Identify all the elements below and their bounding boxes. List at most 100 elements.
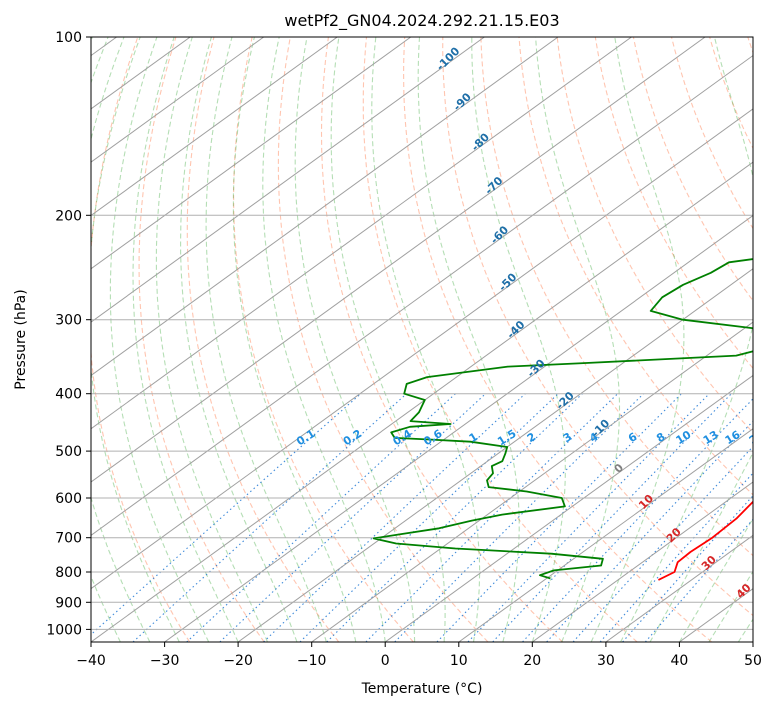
dry-adiabat-line (747, 37, 753, 54)
moist-adiabat-line (91, 37, 94, 642)
dry-adiabat-line (518, 37, 753, 496)
dry-adiabat-line (442, 37, 753, 617)
y-tick-label: 300 (55, 313, 82, 329)
isotherm-line (311, 321, 753, 642)
dry-adiabat-line (594, 37, 753, 370)
mixing-ratio-line (492, 393, 732, 642)
x-tick-label: −40 (76, 653, 106, 669)
y-tick-label: 200 (55, 208, 82, 224)
isobar-gridlines (91, 37, 753, 630)
dry-adiabat-line (91, 37, 191, 642)
moist-adiabat-line (417, 37, 520, 642)
moist-adiabat-line (262, 37, 386, 642)
x-tick-label: 40 (670, 653, 688, 669)
isotherm-line (91, 37, 338, 217)
moist-adiabat-line (294, 37, 416, 642)
moist-adiabat-line (678, 517, 753, 642)
mixing-ratio-line (91, 393, 362, 636)
moist-adiabat-line (471, 37, 566, 642)
x-tick-label: 20 (523, 653, 541, 669)
mixing-ratio-label: 0.1 (294, 427, 317, 448)
moist-adiabat-line (205, 37, 327, 642)
mixing-ratio-line (186, 393, 456, 642)
y-tick-label: 500 (55, 444, 82, 460)
isotherm-line (91, 37, 706, 483)
mixing-ratio-line (436, 393, 682, 642)
y-tick-label: 100 (55, 30, 82, 46)
mixing-ratio-label: 3 (561, 430, 574, 445)
mixing-ratio-label: 16 (723, 428, 743, 447)
skewed-isotherms (91, 37, 753, 642)
dry-adiabat-label: -60 (488, 223, 511, 246)
mixing-ratio-label: 0.2 (341, 427, 364, 448)
mixing-ratio-label: 0.4 (391, 427, 415, 449)
moist-adiabat-line (620, 37, 753, 642)
mixing-ratio-label: 20 (747, 428, 767, 447)
y-tick-label: 700 (55, 531, 82, 547)
dry-adiabat-label: -100 (434, 44, 463, 73)
dry-adiabat-label: -90 (451, 90, 474, 113)
dry-adiabat-line (186, 37, 340, 642)
moist-adiabat-line (649, 451, 753, 642)
plot-frame (90, 36, 754, 643)
dry-adiabat-line (480, 37, 753, 557)
mixing-ratio-line (522, 398, 753, 642)
mixing-ratio-line (263, 393, 526, 642)
moist-adiabat-line (155, 37, 269, 642)
isotherm-line (91, 161, 753, 642)
chart-title: wetPf2_GN04.2024.292.21.15.E03 (284, 11, 559, 31)
moist-adiabat-line (737, 618, 753, 642)
dry-adiabat-line (277, 37, 489, 642)
moist-adiabat-line (590, 37, 685, 642)
isotherm-line (91, 37, 264, 163)
moist-adiabat-label: 10 (636, 492, 656, 512)
dry-adiabat-line (138, 37, 265, 642)
moist-adiabat-line (535, 37, 621, 642)
moist-adiabat-line (371, 37, 481, 642)
mixing-ratio-line (644, 518, 753, 642)
moist-adiabat-line (91, 37, 180, 642)
temperature-profile-line (658, 500, 753, 581)
isotherm-line (752, 641, 753, 642)
dry-adiabat-label: -80 (469, 130, 492, 153)
mixing-ratio-label: 0.6 (421, 427, 445, 449)
isotherm-line (237, 268, 753, 642)
x-axis: −40 −30 −20 −10 0 10 20 30 40 50 (76, 642, 762, 669)
moist-adiabat-label: 20 (664, 525, 684, 545)
dry-adiabat-line (233, 37, 414, 642)
sounding-series (372, 258, 753, 581)
dry-adiabat-label: -20 (554, 389, 577, 412)
isotherm-line (164, 214, 753, 642)
isotherm-line (458, 428, 753, 642)
dry-adiabat-line (670, 37, 753, 230)
x-tick-label: 50 (744, 653, 762, 669)
x-axis-label: Temperature (°C) (361, 681, 483, 697)
isotherm-line (91, 108, 753, 590)
mixing-ratio-label: 6 (626, 430, 640, 445)
moist-adiabats (91, 37, 753, 642)
x-tick-label: 30 (597, 653, 615, 669)
x-tick-label: 0 (381, 653, 390, 669)
y-axis-label: Pressure (hPa) (13, 289, 29, 389)
dewpoint-profile-line (372, 258, 753, 580)
dry-adiabat-line (403, 37, 713, 642)
mixing-ratio-line (219, 393, 486, 642)
plot-area: 0.10.20.40.611.52346810131620253036-100-… (91, 37, 775, 642)
isotherm-line (91, 54, 753, 536)
x-tick-label: 10 (450, 653, 468, 669)
moist-adiabat-label: 30 (699, 553, 719, 573)
moist-adiabat-line (132, 37, 239, 642)
isotherm-line (384, 374, 753, 642)
dry-adiabat-line (320, 37, 563, 642)
moist-adiabat-line (232, 37, 357, 642)
moist-adiabat-line (180, 37, 298, 642)
x-tick-label: −10 (297, 653, 327, 669)
y-tick-label: 600 (55, 491, 82, 507)
isotherm-line (605, 534, 753, 642)
mixing-ratio-label: 25 (771, 428, 775, 447)
y-tick-label: 1000 (46, 622, 82, 638)
dry-adiabat-line (556, 37, 753, 434)
moist-adiabat-line (708, 570, 753, 642)
mixing-ratio-line (132, 393, 407, 642)
